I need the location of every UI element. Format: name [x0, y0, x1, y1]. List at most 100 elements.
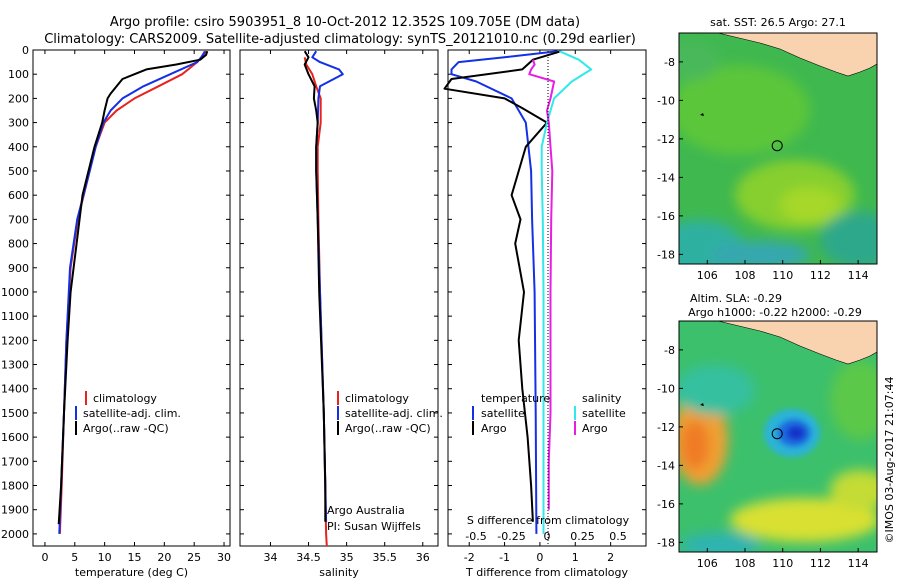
- sla-high-south: [730, 498, 877, 542]
- temperature-legend: climatology satellite-adj. clim. Argo(..…: [75, 391, 181, 435]
- y-tick-label: 400: [8, 141, 29, 154]
- temperature-axes: 0100200300400500600700800900100011001200…: [1, 44, 231, 579]
- y-tick-label: 800: [8, 238, 29, 251]
- sst-map-axes: 106 108 110 112 114 -8 -10 -12 -14 -16 -18: [657, 56, 869, 282]
- x-tick-label: -1: [499, 551, 510, 564]
- salinity-axes: 34 34.5 35 35.5 36 salinity: [240, 49, 438, 579]
- legend-climatology-label: climatology: [345, 392, 409, 405]
- legend-salinity-title: salinity: [582, 392, 622, 405]
- x-tick-label: 35: [340, 551, 354, 564]
- x-axis-label: T difference from climatology: [465, 566, 628, 579]
- x-axis-label: temperature (deg C): [75, 566, 188, 579]
- series-line: [450, 50, 558, 534]
- x-tick-label: 0: [41, 551, 48, 564]
- sst-map: [679, 33, 877, 264]
- y-tick-label: 1300: [1, 359, 29, 372]
- legend-climatology-label: climatology: [93, 392, 157, 405]
- y-tick-label: -12: [657, 421, 675, 434]
- y-tick-label: 1200: [1, 334, 29, 347]
- y-tick-label: 0: [22, 44, 29, 57]
- legend-s-argo-label: Argo: [582, 422, 608, 435]
- x-tick-label: 36: [416, 551, 430, 564]
- y-tick-label: 100: [8, 68, 29, 81]
- y-tick-label: 1600: [1, 431, 29, 444]
- series-line: [57, 50, 209, 525]
- y-tick-label: -8: [664, 344, 675, 357]
- sst-cool-patch: [820, 212, 877, 264]
- java-land: [717, 33, 877, 77]
- x-tick-label: 0: [536, 551, 543, 564]
- x-tick-label: 112: [810, 269, 831, 282]
- y-tick-label: 500: [8, 165, 29, 178]
- sst-field: [679, 40, 877, 264]
- sla-map-axes: 106 108 110 112 114 -8 -10 -12 -14 -16 -18: [657, 344, 869, 570]
- y-tick-label: 1900: [1, 504, 29, 517]
- credit-stamp: ©IMOS 03-Aug-2017 21:07:44: [883, 377, 896, 544]
- x-tick-label: 25: [187, 551, 201, 564]
- sla-map-title-1: Altim. SLA: -0.29: [690, 292, 782, 305]
- x-tick-label: 112: [810, 557, 831, 570]
- series-line: [540, 50, 593, 534]
- y-tick-label: 1500: [1, 407, 29, 420]
- y-tick-label: 1000: [1, 286, 29, 299]
- sla-patch: [679, 365, 755, 415]
- sla-map-frame: [678, 320, 878, 553]
- sst-patch: [679, 65, 810, 155]
- x-tick-label: 1: [572, 551, 579, 564]
- y-tick-label: 1100: [1, 310, 29, 323]
- temperature-lines: [57, 50, 209, 534]
- sla-eddy: [764, 409, 820, 457]
- y-tick-label: -14: [657, 171, 675, 184]
- salinity-lines: [303, 50, 344, 547]
- difference-axes: -2 -1 0 1 2 -0.5 -0.25 0 0.25 0.5 T difference fro…: [448, 49, 646, 579]
- title-line-2: Climatology: CARS2009. Satellite-adjuste…: [44, 32, 636, 47]
- difference-panel: [447, 49, 647, 547]
- island: [700, 403, 704, 406]
- y-tick-label: -12: [657, 133, 675, 146]
- sla-high-west-core: [681, 420, 709, 470]
- difference-lines: [443, 50, 593, 534]
- sla-map-title-2: Argo h1000: -0.22 h2000: -0.29: [688, 306, 862, 319]
- y-tick-label: 900: [8, 262, 29, 275]
- s-tick-label: 0.25: [570, 530, 595, 543]
- legend-satellite-label: satellite-adj. clim.: [83, 407, 181, 420]
- y-tick-label: -10: [657, 382, 675, 395]
- x-tick-label: 108: [735, 557, 756, 570]
- title-line-1: Argo profile: csiro 5903951_8 10-Oct-201…: [110, 15, 580, 30]
- s-tick-label: -0.5: [465, 530, 486, 543]
- y-tick-label: 1800: [1, 480, 29, 493]
- legend-satellite-label: satellite-adj. clim.: [345, 407, 443, 420]
- s-tick-label: -0.25: [497, 530, 525, 543]
- x-tick-label: 114: [848, 269, 869, 282]
- attribution-line-2: PI: Susan Wijffels: [327, 520, 421, 533]
- y-tick-label: -10: [657, 94, 675, 107]
- x-tick-label: 2: [607, 551, 614, 564]
- sla-field: [679, 360, 877, 552]
- x-tick-label: 34.5: [296, 551, 321, 564]
- legend-t-argo-label: Argo: [481, 422, 507, 435]
- x-tick-label: 15: [127, 551, 141, 564]
- x-tick-label: 30: [217, 551, 231, 564]
- sla-patch: [830, 360, 877, 440]
- sst-map-frame: [678, 32, 878, 265]
- y-tick-label: -14: [657, 459, 675, 472]
- difference-legend: temperature satellite Argo salinity sate…: [467, 392, 630, 527]
- legend-argo-label: Argo(..raw -QC): [83, 422, 169, 435]
- y-tick-label: 2000: [1, 528, 29, 541]
- x-tick-label: -2: [464, 551, 475, 564]
- sst-cool-patch: [710, 241, 810, 264]
- sla-map: [679, 321, 877, 552]
- argo-position-marker: [771, 428, 783, 440]
- y-tick-label: -18: [657, 248, 675, 261]
- legend-t-satellite-label: satellite: [481, 407, 525, 420]
- y-tick-label: -18: [657, 536, 675, 549]
- series-line: [303, 50, 327, 522]
- sla-eddy-core: [787, 426, 805, 440]
- x-tick-label: 108: [735, 269, 756, 282]
- x-axis-label: salinity: [319, 566, 359, 579]
- s-difference-axis-label: S difference from climatology: [467, 514, 630, 527]
- series-line: [443, 50, 562, 522]
- y-tick-label: 1400: [1, 383, 29, 396]
- x-tick-label: 110: [772, 269, 793, 282]
